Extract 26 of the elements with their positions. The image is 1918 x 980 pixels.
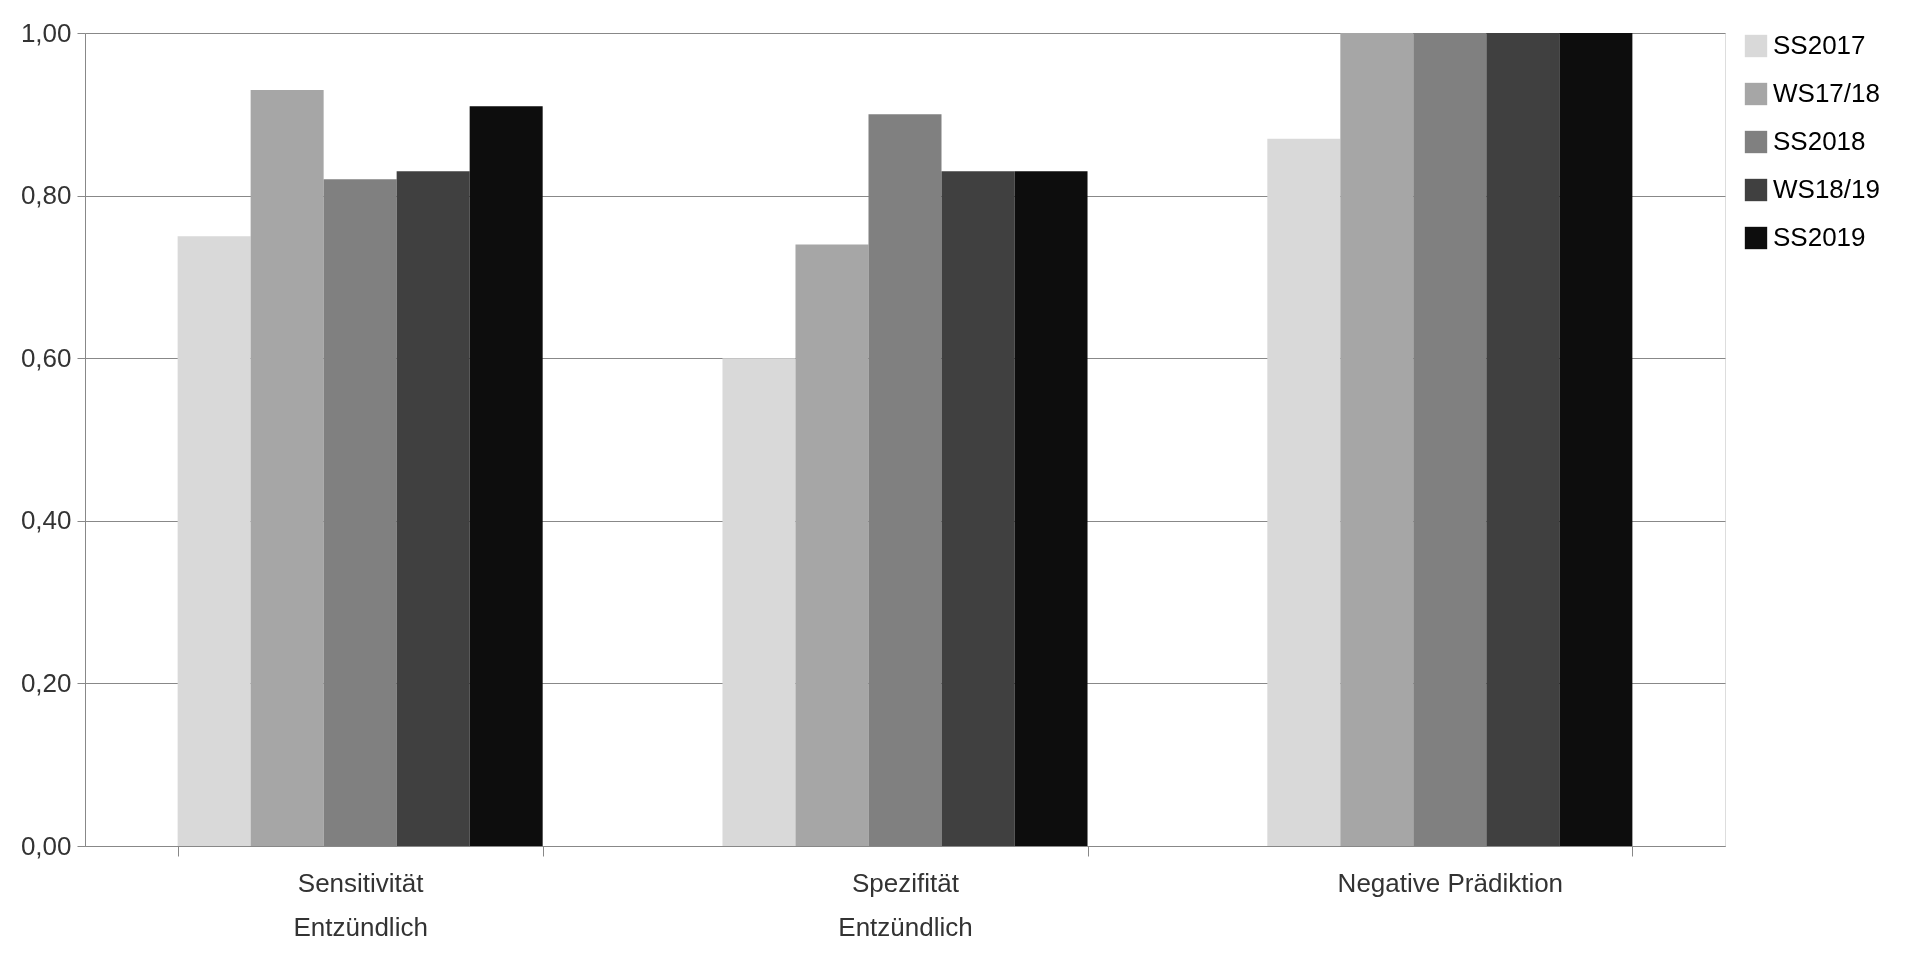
bar [1014,171,1088,846]
bar [396,171,470,846]
bar [250,89,324,846]
y-tick-label: 1,00 [20,17,72,48]
y-tick-label: 0,80 [20,180,72,211]
y-tick-label: 0,60 [20,342,72,373]
legend-label: WS17/18 [1773,78,1880,108]
y-tick-label: 0,20 [20,667,72,698]
legend-label: WS18/19 [1773,174,1880,204]
x-tick-label: Sensitivität Entzündlich [293,867,428,942]
x-tick-label: Negative Prädiktion [1337,867,1564,898]
bar [1267,138,1341,846]
bar [469,106,543,846]
x-tick-label: Spezifität Entzündlich [838,867,973,942]
bar [1340,33,1414,846]
bar [1486,33,1560,846]
bar [1559,33,1633,846]
y-tick-label: 0,00 [20,830,72,861]
legend-label: SS2018 [1773,126,1866,156]
legend-label: SS2017 [1773,30,1866,60]
bar [177,236,251,846]
legend-label: SS2019 [1773,222,1866,252]
bar [722,358,796,846]
bar [941,171,1015,846]
bar [795,244,869,846]
y-tick-label: 0,40 [20,505,72,536]
